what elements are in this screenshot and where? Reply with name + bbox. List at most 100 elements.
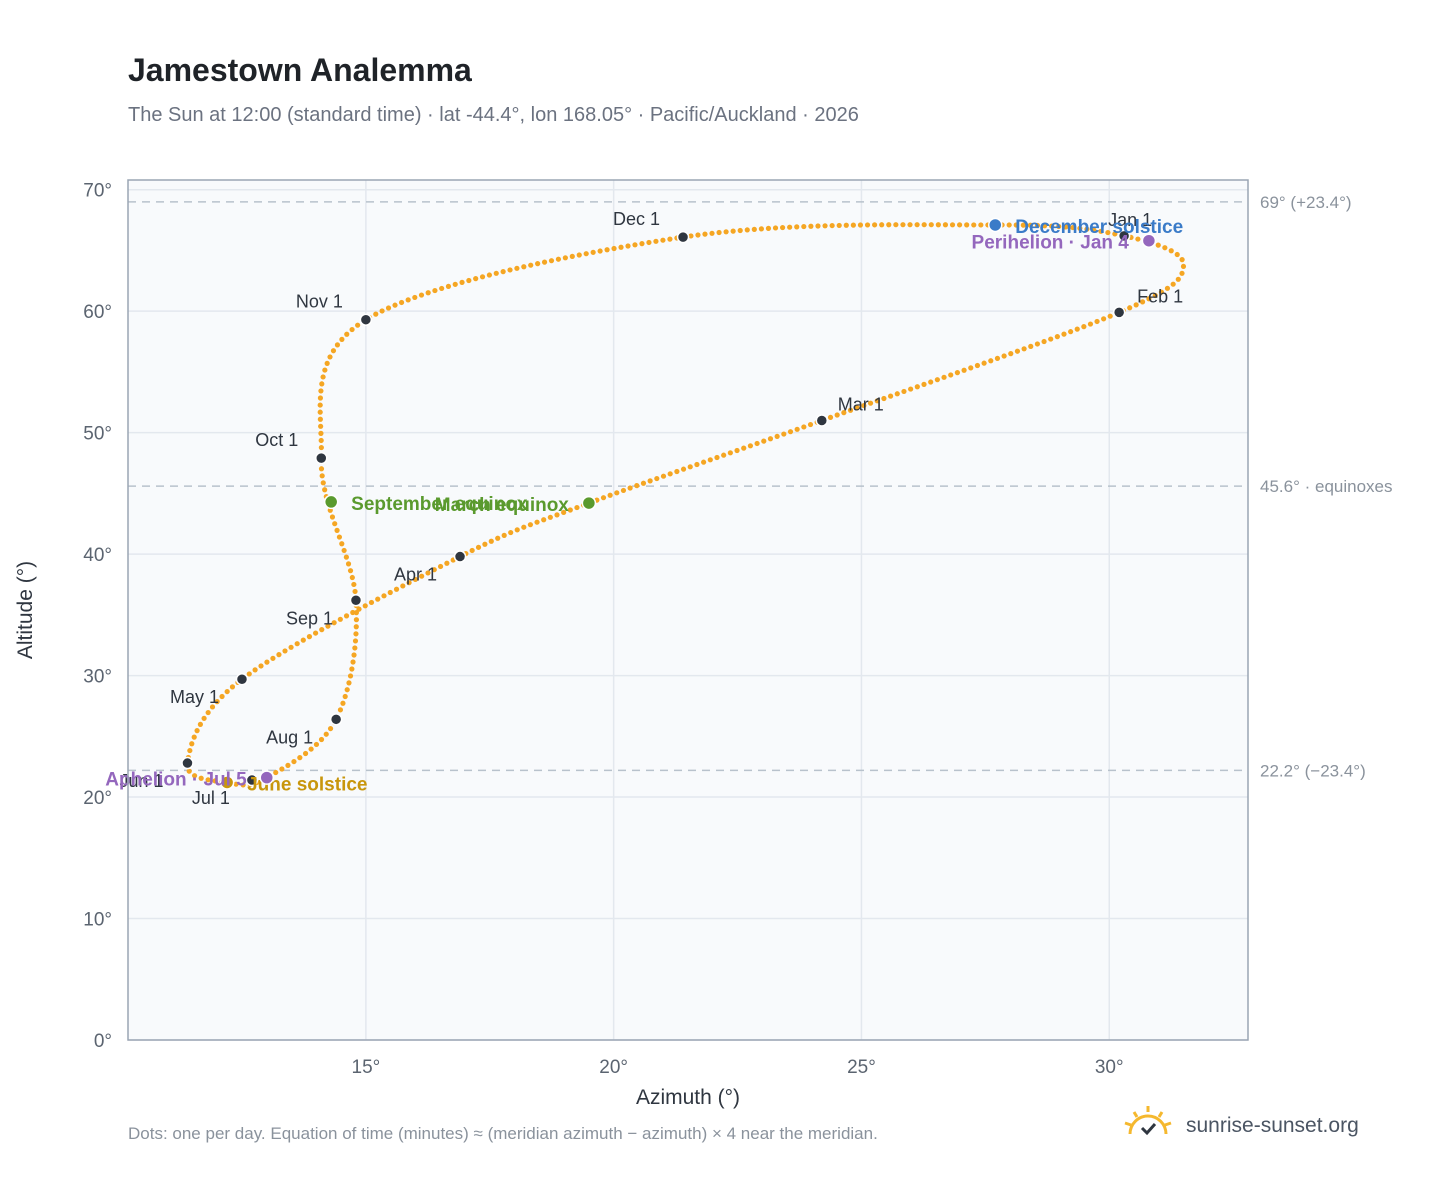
month-marker bbox=[1112, 306, 1126, 319]
daily-dot bbox=[445, 283, 452, 289]
daily-dot bbox=[508, 529, 514, 536]
daily-dot bbox=[350, 609, 356, 616]
daily-dot bbox=[198, 775, 204, 781]
daily-dot bbox=[341, 547, 347, 554]
daily-dot bbox=[347, 568, 354, 574]
daily-dot bbox=[209, 704, 216, 710]
daily-dot bbox=[318, 423, 324, 429]
daily-dot bbox=[640, 480, 647, 486]
daily-dot bbox=[233, 781, 239, 787]
event-label: March equinox bbox=[435, 495, 570, 516]
daily-dot bbox=[368, 599, 375, 606]
daily-dot bbox=[554, 512, 560, 518]
daily-dot bbox=[324, 360, 330, 366]
daily-dot bbox=[495, 535, 501, 541]
daily-dot bbox=[843, 222, 849, 228]
daily-dot bbox=[345, 561, 352, 567]
daily-dot bbox=[288, 644, 294, 650]
daily-dot bbox=[787, 224, 793, 230]
daily-dot bbox=[317, 402, 323, 408]
daily-dot bbox=[337, 616, 343, 622]
daily-dot bbox=[978, 222, 984, 228]
daily-dot bbox=[767, 436, 774, 442]
daily-dot bbox=[639, 241, 645, 247]
event-label: September equinox bbox=[351, 494, 528, 515]
daily-dot bbox=[452, 281, 458, 287]
daily-dot bbox=[342, 693, 348, 700]
daily-dot bbox=[400, 583, 406, 589]
daily-dot bbox=[346, 680, 352, 686]
daily-dot bbox=[327, 725, 334, 732]
daily-dot bbox=[829, 222, 835, 229]
brand-name: sunrise-sunset.org bbox=[1186, 1113, 1359, 1137]
daily-dot bbox=[339, 541, 345, 547]
daily-dot bbox=[688, 233, 694, 239]
daily-dot bbox=[320, 374, 326, 380]
daily-dot bbox=[1056, 223, 1062, 230]
daily-dot bbox=[567, 507, 573, 513]
daily-dot bbox=[351, 652, 357, 658]
daily-dot bbox=[1070, 224, 1076, 231]
daily-dot bbox=[1087, 321, 1094, 327]
daily-dot bbox=[444, 560, 450, 566]
daily-dot bbox=[385, 305, 392, 311]
x-tick-label: 20° bbox=[599, 1057, 628, 1078]
daily-dot bbox=[319, 627, 325, 633]
daily-dot bbox=[1112, 231, 1118, 237]
daily-dot bbox=[332, 521, 338, 527]
daily-dot bbox=[1179, 270, 1185, 276]
daily-dot bbox=[279, 766, 285, 772]
daily-dot bbox=[282, 648, 288, 654]
daily-dot bbox=[914, 384, 920, 390]
daily-dot bbox=[475, 544, 482, 550]
daily-dot bbox=[1170, 281, 1176, 287]
daily-dot bbox=[205, 709, 211, 716]
daily-dot bbox=[191, 773, 198, 779]
daily-dot bbox=[318, 430, 324, 436]
daily-dot bbox=[294, 641, 300, 647]
daily-dot bbox=[336, 534, 343, 540]
reference-line-label: 22.2° (−23.4°) bbox=[1260, 761, 1366, 780]
daily-dot bbox=[857, 222, 864, 228]
footnote: Dots: one per day. Equation of time (min… bbox=[128, 1124, 878, 1143]
daily-dot bbox=[1107, 313, 1113, 319]
x-axis-label: Azimuth (°) bbox=[636, 1086, 740, 1109]
daily-dot bbox=[1054, 334, 1060, 340]
daily-dot bbox=[191, 734, 197, 740]
daily-dot bbox=[325, 623, 331, 629]
daily-dot bbox=[907, 222, 913, 228]
daily-dot bbox=[921, 381, 927, 387]
daily-dot bbox=[1174, 251, 1180, 258]
daily-dot bbox=[794, 426, 800, 432]
daily-dot bbox=[276, 652, 282, 658]
daily-dot bbox=[469, 547, 475, 554]
daily-dot bbox=[562, 255, 568, 261]
daily-dot bbox=[864, 222, 871, 228]
daily-dot bbox=[964, 222, 970, 228]
daily-dot bbox=[362, 603, 368, 609]
event-label: Aphelion · Jul 5 bbox=[105, 770, 247, 791]
month-label: Dec 1 bbox=[613, 209, 660, 229]
daily-dot bbox=[1034, 222, 1041, 229]
daily-dot bbox=[727, 450, 733, 456]
daily-dot bbox=[1155, 242, 1161, 248]
y-tick-label: 50° bbox=[83, 424, 112, 445]
daily-dot bbox=[614, 490, 620, 496]
daily-dot bbox=[1127, 305, 1133, 311]
daily-dot bbox=[501, 532, 507, 538]
daily-dot bbox=[514, 527, 520, 533]
daily-dot bbox=[297, 755, 303, 761]
daily-dot bbox=[344, 687, 350, 693]
daily-dot bbox=[815, 223, 821, 229]
daily-dot bbox=[721, 452, 727, 458]
brand[interactable]: sunrise-sunset.org bbox=[1122, 1104, 1359, 1147]
month-label: Mar 1 bbox=[838, 395, 884, 415]
daily-dot bbox=[337, 707, 344, 713]
daily-dot bbox=[714, 454, 720, 461]
x-tick-label: 15° bbox=[352, 1057, 381, 1078]
daily-dot bbox=[437, 563, 444, 570]
daily-dot bbox=[941, 374, 947, 380]
daily-dot bbox=[431, 567, 437, 573]
plot-frame bbox=[127, 179, 1249, 1041]
daily-dot bbox=[1077, 225, 1083, 231]
